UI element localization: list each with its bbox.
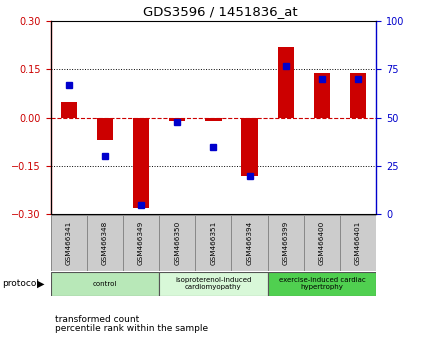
Bar xyxy=(51,272,159,296)
Text: GSM466341: GSM466341 xyxy=(66,221,72,265)
Text: percentile rank within the sample: percentile rank within the sample xyxy=(55,324,208,333)
Bar xyxy=(133,118,149,208)
Bar xyxy=(97,118,113,140)
Bar xyxy=(304,215,340,271)
Bar xyxy=(268,272,376,296)
Bar xyxy=(195,215,231,271)
Bar xyxy=(278,47,294,118)
Text: GSM466401: GSM466401 xyxy=(355,221,361,265)
Bar xyxy=(169,118,185,121)
Text: GSM466394: GSM466394 xyxy=(246,221,253,265)
Text: isoproterenol-induced
cardiomyopathy: isoproterenol-induced cardiomyopathy xyxy=(175,277,252,290)
Bar xyxy=(268,215,304,271)
Text: protocol: protocol xyxy=(2,279,39,288)
Bar xyxy=(159,272,268,296)
Text: ▶: ▶ xyxy=(37,279,44,289)
Text: GSM466350: GSM466350 xyxy=(174,221,180,265)
Bar xyxy=(314,73,330,118)
Bar xyxy=(159,215,195,271)
Text: GSM466349: GSM466349 xyxy=(138,221,144,265)
Text: GSM466400: GSM466400 xyxy=(319,221,325,265)
Text: GSM466348: GSM466348 xyxy=(102,221,108,265)
Bar xyxy=(61,102,77,118)
Text: transformed count: transformed count xyxy=(55,315,139,324)
Text: GSM466351: GSM466351 xyxy=(210,221,216,265)
Bar xyxy=(340,215,376,271)
Bar xyxy=(242,118,258,176)
Bar xyxy=(231,215,268,271)
Text: exercise-induced cardiac
hypertrophy: exercise-induced cardiac hypertrophy xyxy=(279,277,365,290)
Text: GDS3596 / 1451836_at: GDS3596 / 1451836_at xyxy=(143,5,297,18)
Bar xyxy=(51,215,87,271)
Bar xyxy=(205,118,221,121)
Bar xyxy=(350,73,366,118)
Text: GSM466399: GSM466399 xyxy=(283,221,289,265)
Bar xyxy=(123,215,159,271)
Text: control: control xyxy=(93,281,117,286)
Bar xyxy=(87,215,123,271)
